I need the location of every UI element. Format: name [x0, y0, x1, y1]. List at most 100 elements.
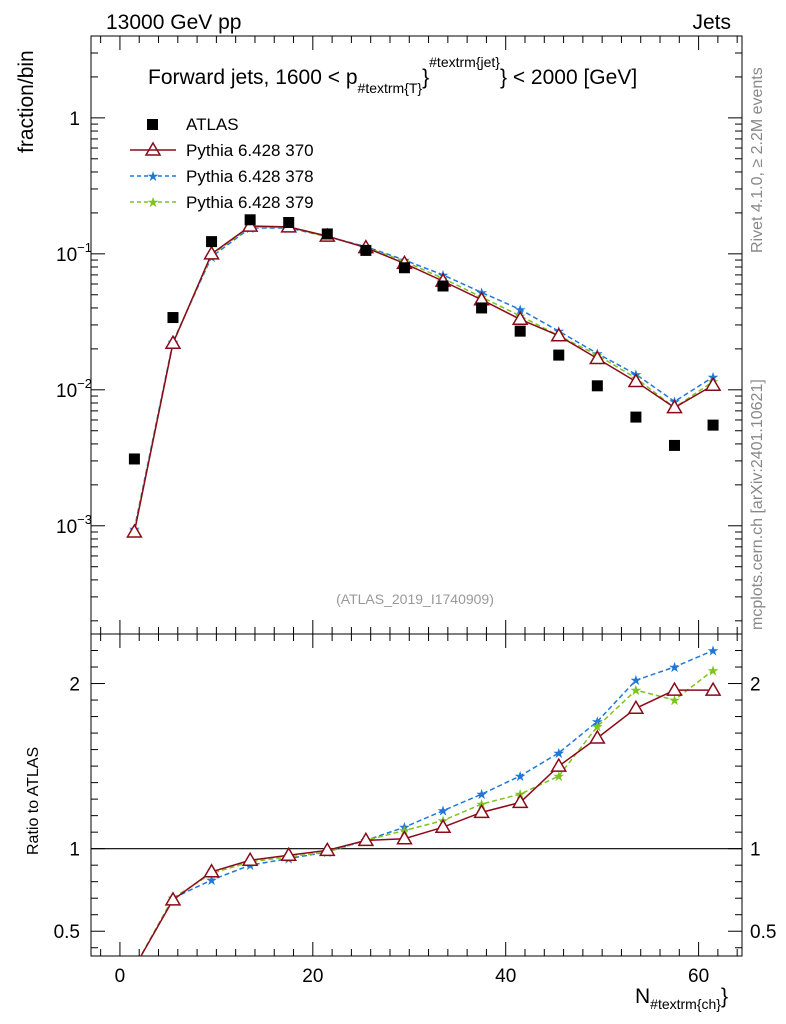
ratio-y-axis-label: Ratio to ATLAS — [25, 747, 42, 855]
legend-entry-378: ★ Pythia 6.428 378 — [130, 167, 314, 186]
ratio-series-point-0 — [280, 846, 298, 862]
ratio-series-point-1: ★ — [475, 786, 488, 802]
series-point-0 — [126, 523, 143, 538]
ratio-series-point-0 — [704, 681, 722, 696]
ratio-series-point-0 — [666, 681, 683, 696]
top-y-tick-base: 10 — [56, 517, 77, 538]
ratio-series-point-0 — [511, 793, 529, 809]
ratio-series-point-1: ★ — [514, 768, 527, 784]
title-paren-2: } — [500, 66, 507, 89]
ratio-series-point-1: ★ — [591, 714, 604, 730]
atlas-data-point — [591, 380, 603, 392]
series-point-0 — [203, 245, 220, 260]
legend-entry-370: Pythia 6.428 370 — [130, 141, 314, 160]
legend-378-marker: ★ — [147, 168, 160, 184]
x-axis-label-main: N — [635, 985, 650, 1008]
x-axis-label: N#textrm{ch}} — [635, 985, 728, 1012]
legend-atlas-marker — [147, 119, 158, 130]
legend-378-label: Pythia 6.428 378 — [186, 167, 314, 186]
ratio-series-point-2: ★ — [630, 682, 643, 698]
atlas-data-point — [206, 236, 218, 248]
top-y-tick-exp: −2 — [77, 376, 92, 391]
plot-title: Forward jets, 1600 < p#textrm{T}}#textrm… — [148, 54, 637, 96]
ratio-series-0 — [140, 681, 722, 956]
ratio-series-point-0 — [241, 851, 259, 866]
series-line-2 — [133, 226, 714, 531]
ratio-y-tick-label-right: 2 — [750, 675, 761, 696]
atlas-data-point — [398, 262, 410, 274]
legend-entry-atlas: ATLAS — [147, 115, 239, 134]
atlas-data-point — [514, 325, 526, 337]
atlas-data-point — [360, 244, 372, 256]
atlas-data-point — [321, 228, 333, 240]
title-superscript: #textrm{jet} — [429, 54, 500, 70]
series-line-0 — [133, 225, 714, 533]
ratio-series-point-1: ★ — [552, 745, 565, 761]
ratio-series-line-2 — [139, 669, 714, 956]
top-y-tick-label: 1 — [69, 109, 80, 130]
mcplots-label: mcplots.cern.ch [arXiv:2401.10621] — [749, 379, 766, 630]
top-y-tick-exp: −3 — [77, 512, 92, 527]
ratio-series-point-0 — [164, 891, 182, 906]
atlas-data-point — [244, 214, 256, 226]
x-axis-label-sub: #textrm{ch} — [650, 996, 721, 1012]
ratio-series-point-2: ★ — [591, 718, 604, 734]
atlas-data-point — [283, 217, 295, 229]
ratio-series-point-1: ★ — [707, 643, 720, 659]
analysis-id-label: (ATLAS_2019_I1740909) — [336, 591, 494, 607]
legend-379-marker: ★ — [147, 194, 160, 210]
ratio-series-point-2: ★ — [707, 662, 720, 678]
top-panel-data: ★★★★★★★★★★★★★★★★★★★★★★★★★★★★★★★★ — [126, 214, 722, 539]
x-tick-label: 0 — [115, 966, 126, 987]
top-y-tick-label: 10−3 — [56, 512, 92, 538]
ratio-series-point-0 — [473, 803, 490, 819]
x-tick-label: 60 — [688, 966, 709, 987]
atlas-data-point — [167, 312, 179, 324]
ratio-y-tick-label-right: 1 — [750, 840, 761, 861]
series-point-0 — [627, 373, 645, 388]
ratio-series-point-0 — [203, 863, 220, 878]
title-main: Forward jets, 1600 < p — [148, 66, 358, 89]
x-tick-label: 40 — [495, 966, 516, 987]
ratio-series-line-1 — [139, 649, 714, 956]
ratio-series-point-0 — [589, 729, 606, 744]
top-y-tick-label: 10−1 — [56, 240, 92, 266]
x-axis-label-paren: } — [721, 985, 728, 1008]
top-y-axis-label: fraction/bin — [15, 50, 38, 153]
atlas-data-point — [668, 439, 680, 451]
top-y-tick-exp: −1 — [77, 240, 92, 255]
title-tail: < 2000 [GeV] — [507, 66, 637, 89]
ratio-series-point-0 — [396, 830, 413, 845]
atlas-data-point — [476, 302, 488, 314]
series-point-0 — [704, 376, 722, 392]
ratio-panel-data: ★★★★★★★★★★★★★★★★★★★★★★★★★★★★★★ — [91, 643, 742, 956]
ratio-series-point-2: ★ — [552, 768, 565, 784]
ratio-panel-frame — [90, 633, 743, 957]
x-tick-label: 20 — [302, 966, 323, 987]
legend-370-label: Pythia 6.428 370 — [186, 141, 314, 160]
legend-379-label: Pythia 6.428 379 — [186, 193, 314, 212]
ratio-y-tick-label: 2 — [69, 675, 80, 696]
title-subscript: #textrm{T} — [358, 80, 423, 96]
series-point-0 — [511, 310, 529, 326]
legend-atlas-label: ATLAS — [186, 115, 239, 134]
header-left-label: 13000 GeV pp — [106, 11, 241, 34]
header-right-label: Jets — [692, 11, 731, 34]
ratio-y-tick-label: 1 — [69, 840, 80, 861]
ratio-series-line-0 — [140, 689, 714, 956]
series-point-1: ★ — [514, 301, 527, 317]
ratio-series-point-2: ★ — [668, 692, 681, 708]
series-point-0 — [164, 334, 182, 349]
title-paren: } — [422, 66, 429, 89]
ratio-series-point-0 — [550, 757, 568, 772]
series-point-0 — [589, 349, 606, 365]
ratio-series-point-0 — [627, 699, 645, 715]
atlas-data-point — [553, 349, 565, 361]
series-point-0 — [550, 327, 568, 342]
atlas-data-point — [437, 280, 449, 292]
atlas-data-point — [630, 411, 642, 423]
ratio-series-point-0 — [357, 831, 375, 847]
top-y-tick-label: 10−2 — [56, 376, 92, 402]
